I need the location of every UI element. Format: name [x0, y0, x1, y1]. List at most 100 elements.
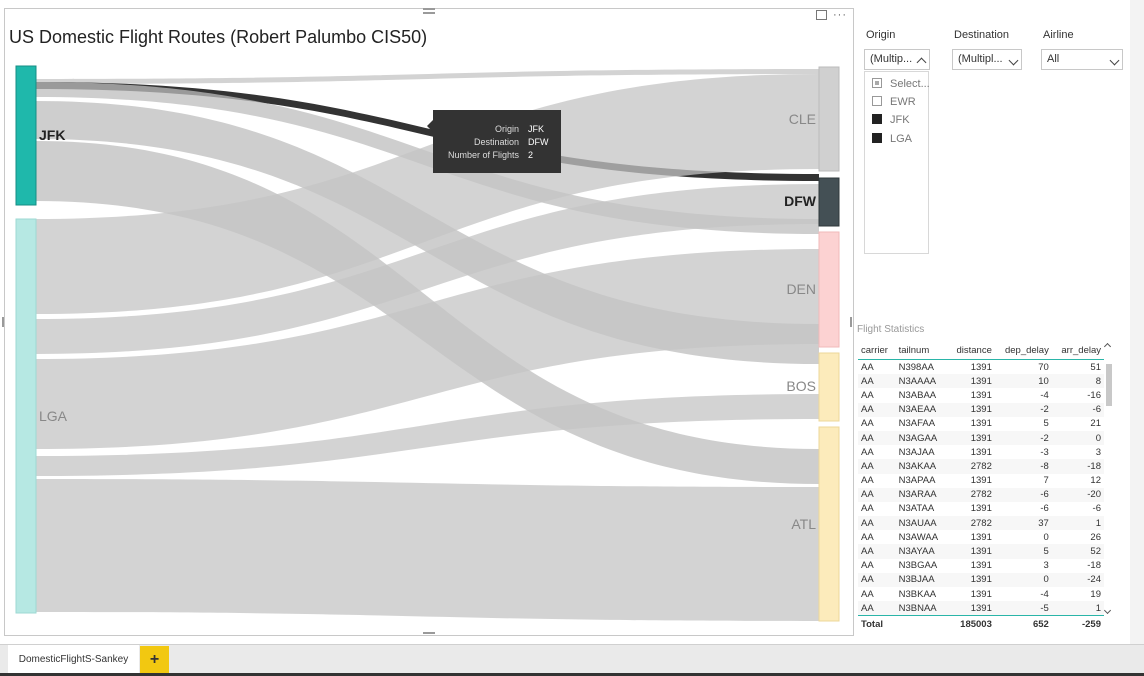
chevron-down-icon — [1109, 55, 1120, 66]
cell-arr-delay: 1 — [1095, 517, 1101, 529]
origin-option-jfk[interactable]: JFK — [872, 114, 910, 126]
cell-arr-delay: 1 — [1095, 602, 1101, 614]
checkbox-empty-icon[interactable] — [872, 96, 882, 106]
checkbox-checked-icon[interactable] — [872, 114, 882, 124]
checkbox-partial-icon[interactable] — [872, 78, 882, 88]
tooltip-key-destination: Destination — [474, 137, 519, 147]
column-header-distance[interactable]: distance — [947, 342, 995, 360]
node-den[interactable] — [818, 231, 840, 348]
table-row[interactable]: AA N3AGAA 1391 -2 0 — [858, 430, 1104, 446]
table-row[interactable]: AA N3AAAA 1391 10 8 — [858, 374, 1104, 389]
cell-arr-delay: 0 — [1095, 432, 1101, 444]
node-atl[interactable] — [818, 426, 840, 622]
total-arr-delay: -259 — [1051, 615, 1104, 633]
cell-tailnum: N3AYAA — [898, 546, 935, 558]
table-row[interactable]: AA N3AJAA 1391 -3 3 — [858, 445, 1104, 459]
cell-dep-delay: 0 — [1043, 531, 1049, 543]
cell-carrier: AA — [861, 389, 874, 401]
cell-tailnum: N3BGAA — [898, 560, 938, 572]
origin-option-lga[interactable]: LGA — [872, 133, 912, 145]
more-options-icon[interactable]: ··· — [833, 9, 847, 21]
cell-tailnum: N3ABAA — [898, 389, 937, 401]
cell-arr-delay: 12 — [1090, 475, 1101, 487]
cell-carrier: AA — [861, 446, 874, 458]
add-page-button[interactable]: + — [140, 646, 169, 674]
table-header-row: carrier tailnum distance dep_delay arr_d… — [858, 342, 1104, 360]
destination-dropdown[interactable]: (Multipl... — [952, 49, 1022, 70]
table-row[interactable]: AA N3AKAA 2782 -8 -18 — [858, 459, 1104, 474]
node-dfw[interactable] — [818, 177, 840, 227]
origin-options-list[interactable]: Select... EWR JFK LGA — [864, 71, 930, 254]
stats-title: Flight Statistics — [857, 324, 925, 335]
scroll-thumb[interactable] — [1106, 364, 1112, 406]
sankey-visual[interactable]: ··· US Domestic Flight Routes (Robert Pa… — [2, 8, 854, 636]
origin-option-select-all[interactable]: Select... — [872, 78, 930, 90]
flight-stats-table[interactable]: carrier tailnum distance dep_delay arr_d… — [858, 342, 1104, 633]
column-header-tailnum[interactable]: tailnum — [895, 342, 948, 360]
table-row[interactable]: AA N3AEAA 1391 -2 -6 — [858, 402, 1104, 417]
table-row[interactable]: AA N3ABAA 1391 -4 -16 — [858, 388, 1104, 402]
table-row[interactable]: AA N3AWAA 1391 0 26 — [858, 530, 1104, 544]
node-label-bos: BOS — [786, 378, 816, 394]
table-row[interactable]: AA N3AYAA 1391 5 52 — [858, 544, 1104, 559]
tooltip-box — [433, 110, 561, 173]
link-lga-dfw[interactable] — [36, 184, 819, 354]
node-lga[interactable] — [15, 218, 37, 614]
resize-handle-right[interactable] — [850, 317, 852, 327]
table-row[interactable]: AA N3AUAA 2782 37 1 — [858, 516, 1104, 531]
sankey-chart[interactable]: JFK LGA CLE DFW DEN BOS ATL Origin JFK — [5, 9, 853, 635]
scroll-down-icon[interactable] — [1103, 606, 1112, 615]
airline-dropdown-value: All — [1047, 53, 1060, 65]
node-cle[interactable] — [818, 66, 840, 172]
origin-dropdown-value: (Multip... — [870, 53, 913, 65]
table-row[interactable]: AA N3BJAA 1391 0 -24 — [858, 572, 1104, 587]
cell-arr-delay: 26 — [1090, 531, 1101, 543]
tooltip-value-flights: 2 — [528, 150, 533, 160]
table-row[interactable]: AA N3BGAA 1391 3 -18 — [858, 559, 1104, 573]
cell-distance: 1391 — [970, 503, 992, 515]
cell-carrier: AA — [861, 546, 874, 558]
table-row[interactable]: AA N3APAA 1391 7 12 — [858, 474, 1104, 488]
link-lga-bos[interactable] — [36, 394, 819, 476]
resize-handle-top[interactable] — [423, 8, 435, 10]
column-header-dep-delay[interactable]: dep_delay — [994, 342, 1052, 360]
cell-arr-delay: 8 — [1095, 375, 1101, 387]
table-row[interactable]: AA N3BKAA 1391 -4 19 — [858, 587, 1104, 601]
origin-option-ewr[interactable]: EWR — [872, 96, 916, 108]
node-jfk[interactable] — [15, 65, 37, 206]
cell-distance: 1391 — [970, 588, 992, 600]
table-row[interactable]: AA N3ATAA 1391 -6 -6 — [858, 502, 1104, 516]
column-header-carrier[interactable]: carrier — [858, 342, 896, 360]
link-lga-atl[interactable] — [36, 479, 819, 621]
link-lga-cle[interactable] — [36, 74, 819, 314]
cell-carrier: AA — [861, 602, 874, 614]
column-header-arr-delay[interactable]: arr_delay — [1051, 342, 1104, 360]
table-row[interactable]: AA N3AFAA 1391 5 21 — [858, 417, 1104, 431]
cell-carrier: AA — [861, 404, 874, 416]
cell-dep-delay: -6 — [1040, 503, 1049, 515]
cell-carrier: AA — [861, 531, 874, 543]
scroll-up-icon[interactable] — [1103, 342, 1112, 351]
table-row[interactable]: AA N3ARAA 2782 -6 -20 — [858, 487, 1104, 502]
link-lga-den[interactable] — [36, 249, 819, 449]
focus-mode-icon[interactable] — [816, 10, 827, 20]
node-bos[interactable] — [818, 352, 840, 422]
resize-handle-bottom[interactable] — [423, 632, 435, 634]
resize-handle-left[interactable] — [2, 317, 4, 327]
table-scrollbar[interactable] — [1103, 342, 1114, 617]
resize-handle-top-grip[interactable] — [423, 12, 435, 14]
link-jfk-cle-top[interactable] — [36, 69, 819, 84]
tab-domestic-flights-sankey[interactable]: DomesticFlightS-Sankey — [8, 645, 139, 674]
tooltip: Origin JFK Destination DFW Number of Fli… — [427, 110, 561, 173]
link-jfk-dfw[interactable] — [36, 82, 819, 181]
cell-carrier: AA — [861, 517, 874, 529]
airline-dropdown[interactable]: All — [1041, 49, 1123, 70]
table-row[interactable]: AA N3BNAA 1391 -5 1 — [858, 601, 1104, 616]
origin-dropdown[interactable]: (Multip... — [864, 49, 930, 70]
tooltip-key-flights: Number of Flights — [448, 150, 520, 160]
checkbox-checked-icon[interactable] — [872, 133, 882, 143]
right-gutter — [1130, 0, 1144, 644]
cell-tailnum: N3AFAA — [898, 418, 936, 430]
cell-distance: 1391 — [970, 404, 992, 416]
table-row[interactable]: AA N398AA 1391 70 51 — [858, 360, 1104, 375]
